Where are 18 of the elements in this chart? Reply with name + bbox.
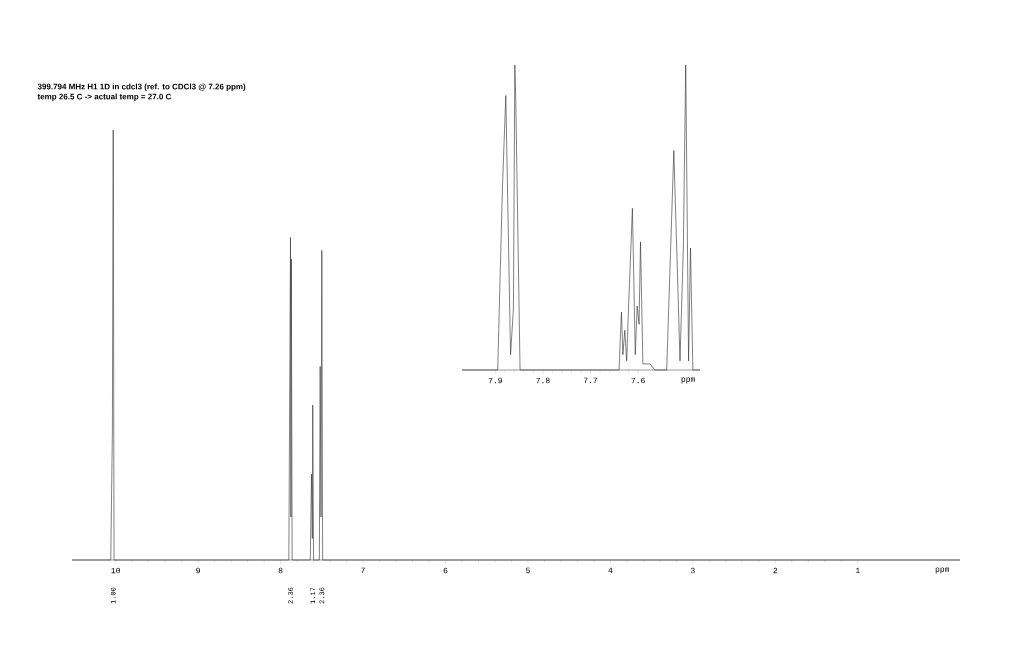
chart-title: 399.794 MHz H1 1D in cdcl3 (ref. to CDCl3 @ 7.26 ppm) <box>37 83 246 91</box>
x-tick-label: 8 <box>278 567 283 574</box>
x-tick-label: 10 <box>111 567 120 574</box>
x-tick-label: 7.8 <box>536 377 550 384</box>
x-tick-label: 7.9 <box>488 377 502 384</box>
x-tick-label: 4 <box>608 567 613 574</box>
x-axis-title: ppm <box>681 377 695 384</box>
x-tick-label: 6 <box>443 567 448 574</box>
x-tick-label: 5 <box>526 567 530 574</box>
x-tick-label: 9 <box>196 567 200 574</box>
x-tick-label: 3 <box>690 567 695 574</box>
x-tick-label: 7.6 <box>631 377 645 384</box>
x-tick-label: 7.7 <box>583 377 598 384</box>
x-tick-label: 1 <box>855 567 860 574</box>
x-tick-label: 2 <box>773 567 778 574</box>
x-tick-label: 7 <box>361 567 365 574</box>
chart-subtitle: temp 26.5 C -> actual temp = 27.0 C <box>37 93 172 101</box>
x-axis-title: ppm <box>935 567 950 574</box>
